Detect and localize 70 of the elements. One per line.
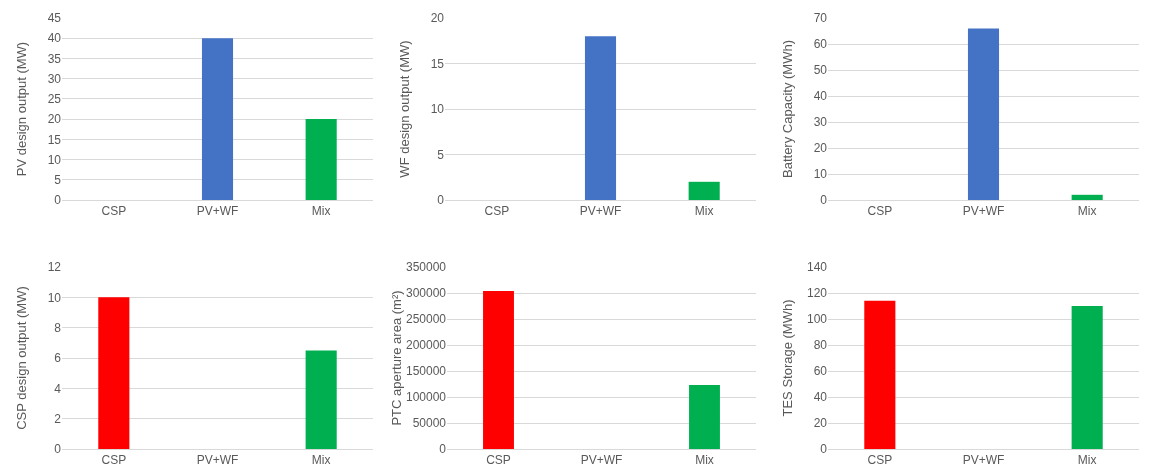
x-tick-label: PV+WF bbox=[962, 453, 1005, 468]
y-tick-label: 80 bbox=[813, 338, 828, 353]
x-tick-label: Mix bbox=[1077, 453, 1097, 468]
y-tick-label: 15 bbox=[47, 132, 62, 147]
y-tick-label: 10 bbox=[430, 102, 445, 117]
y-tick-label: 5 bbox=[54, 172, 62, 187]
y-tick-label: 2 bbox=[54, 411, 62, 426]
x-tick-label: Mix bbox=[694, 204, 714, 219]
x-tick-label: CSP bbox=[867, 204, 893, 219]
x-tick-label: CSP bbox=[484, 204, 510, 219]
x-tick-label: CSP bbox=[486, 453, 511, 468]
x-tick-label: Mix bbox=[695, 453, 714, 468]
x-tick-label: CSP bbox=[101, 204, 127, 219]
y-tick-label: 5 bbox=[437, 147, 445, 162]
y-tick-label: 25 bbox=[47, 92, 62, 107]
y-tick-label: 4 bbox=[54, 381, 62, 396]
y-tick-label: 50 bbox=[813, 63, 828, 78]
y-tick-label: 10 bbox=[47, 152, 62, 167]
y-tick-label: 12 bbox=[47, 260, 62, 275]
y-tick-label: 10 bbox=[813, 167, 828, 182]
y-tick-label: 6 bbox=[54, 351, 62, 366]
x-tick-label: Mix bbox=[1077, 204, 1097, 219]
y-tick-label: 350000 bbox=[405, 260, 447, 275]
y-tick-label: 50000 bbox=[412, 416, 447, 431]
y-tick-label: 0 bbox=[54, 442, 62, 457]
y-tick-label: 140 bbox=[806, 260, 828, 275]
y-tick-label: 40 bbox=[47, 31, 62, 46]
y-tick-label: 0 bbox=[820, 442, 828, 457]
y-axis-title: PTC aperture area (m²) bbox=[388, 290, 404, 426]
x-tick-label: Mix bbox=[311, 204, 331, 219]
y-tick-label: 0 bbox=[439, 442, 447, 457]
y-tick-label: 150000 bbox=[405, 364, 447, 379]
y-tick-label: 20 bbox=[430, 11, 445, 26]
y-axis-title: Battery Capacity (MWh) bbox=[780, 40, 795, 178]
y-tick-label: 0 bbox=[54, 193, 62, 208]
y-axis-title: CSP design output (MW) bbox=[14, 286, 29, 430]
y-tick-label: 0 bbox=[820, 193, 828, 208]
y-tick-label: 250000 bbox=[405, 312, 447, 327]
x-tick-label: PV+WF bbox=[196, 453, 239, 468]
y-tick-label: 100000 bbox=[405, 390, 447, 405]
y-tick-label: 30 bbox=[813, 115, 828, 130]
y-tick-label: 35 bbox=[47, 51, 62, 66]
x-tick-label: Mix bbox=[311, 453, 331, 468]
y-tick-label: 10 bbox=[47, 290, 62, 305]
y-tick-label: 20 bbox=[47, 112, 62, 127]
x-tick-label: PV+WF bbox=[962, 204, 1005, 219]
x-tick-label: PV+WF bbox=[579, 204, 622, 219]
y-axis-title: TES Storage (MWh) bbox=[780, 299, 795, 417]
x-tick-label: CSP bbox=[867, 453, 893, 468]
y-tick-label: 40 bbox=[813, 390, 828, 405]
y-tick-label: 8 bbox=[54, 320, 62, 335]
y-tick-label: 70 bbox=[813, 11, 828, 26]
y-tick-label: 45 bbox=[47, 11, 62, 26]
y-axis-title: WF design output (MW) bbox=[397, 40, 412, 178]
x-tick-label: CSP bbox=[101, 453, 127, 468]
y-tick-label: 15 bbox=[430, 56, 445, 71]
x-tick-label: PV+WF bbox=[196, 204, 239, 219]
y-axis-title: PV design output (MW) bbox=[14, 41, 29, 177]
y-tick-label: 20 bbox=[813, 416, 828, 431]
y-tick-label: 30 bbox=[47, 71, 62, 86]
y-tick-label: 40 bbox=[813, 89, 828, 104]
y-tick-label: 0 bbox=[437, 193, 445, 208]
x-tick-label: PV+WF bbox=[580, 453, 623, 468]
y-tick-label: 300000 bbox=[405, 286, 447, 301]
y-tick-label: 20 bbox=[813, 141, 828, 156]
y-tick-label: 200000 bbox=[405, 338, 447, 353]
y-tick-label: 60 bbox=[813, 37, 828, 52]
y-tick-label: 100 bbox=[806, 312, 828, 327]
y-tick-label: 120 bbox=[806, 286, 828, 301]
y-tick-label: 60 bbox=[813, 364, 828, 379]
